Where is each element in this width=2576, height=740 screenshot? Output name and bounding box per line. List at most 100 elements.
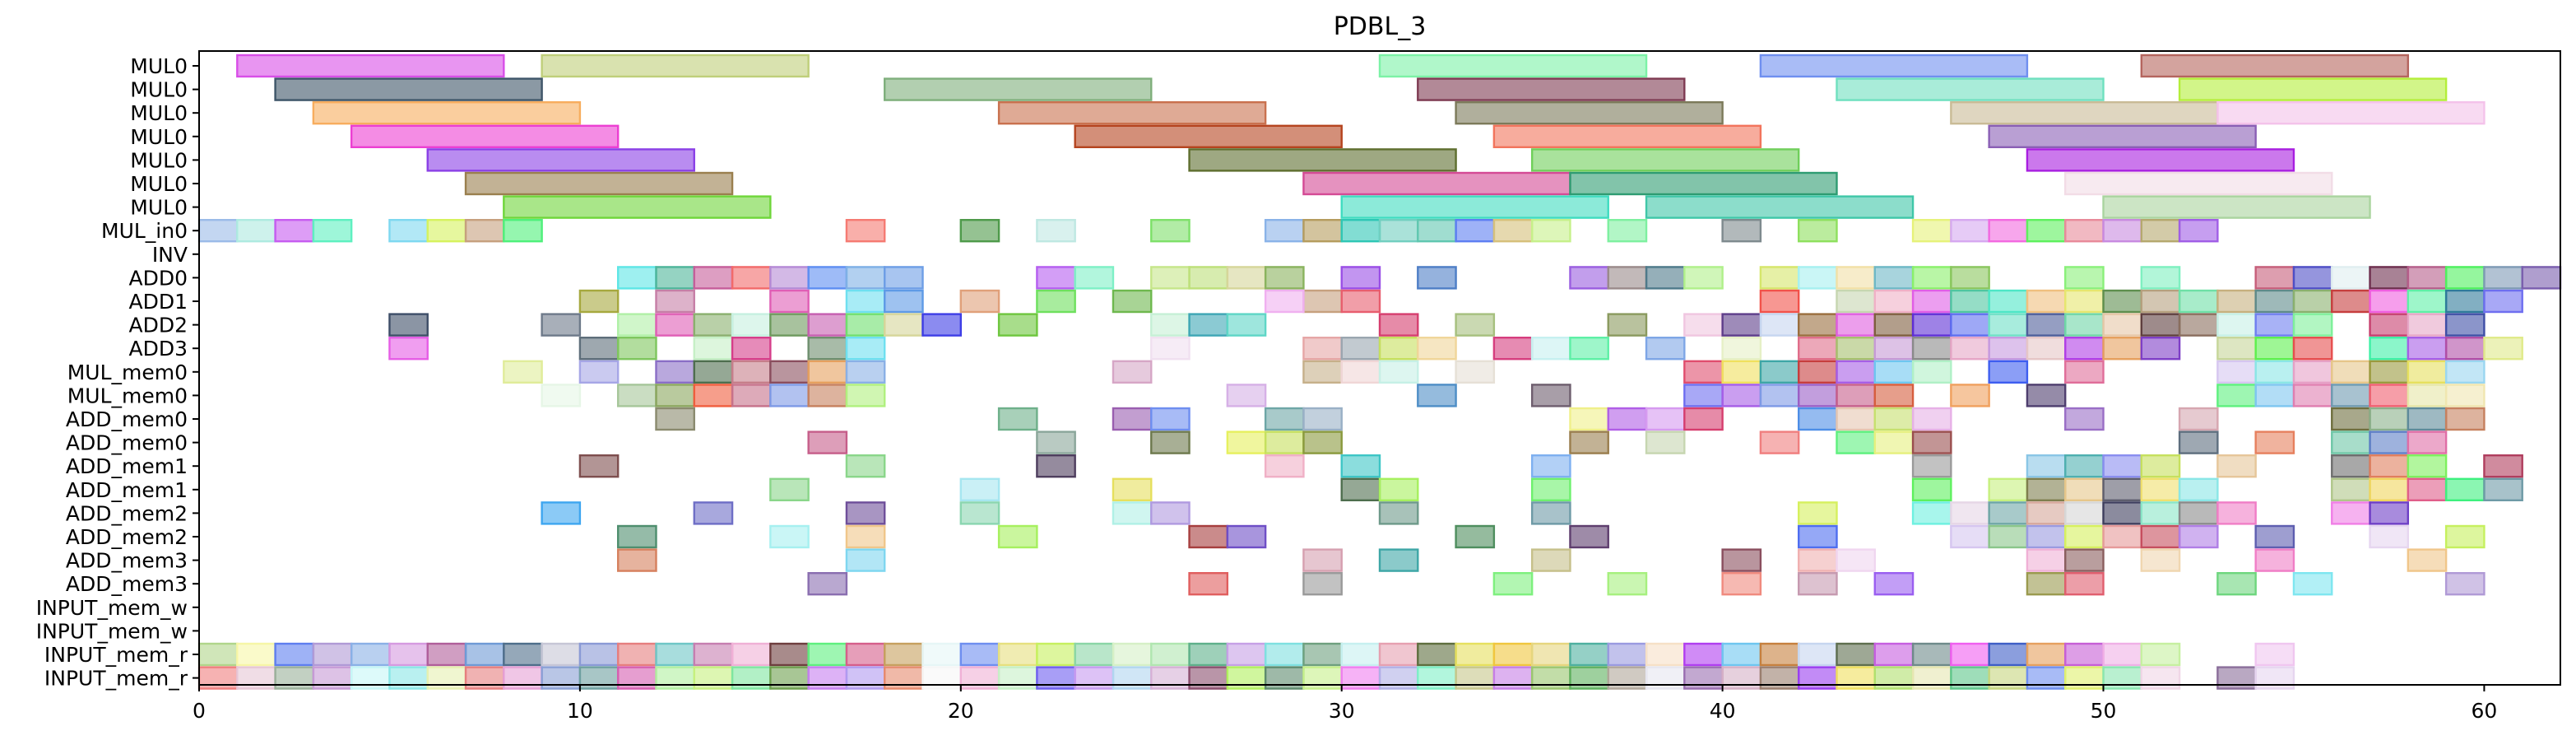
interval-bar — [2140, 337, 2181, 361]
interval-bar — [2140, 454, 2181, 478]
interval-bar — [2331, 266, 2371, 290]
interval-bar — [1150, 219, 1191, 243]
interval-bar — [731, 384, 772, 407]
interval-bar — [1873, 572, 1915, 596]
interval-bar — [464, 171, 734, 196]
interval-bar — [1417, 384, 1457, 407]
interval-bar — [1836, 407, 1876, 431]
interval-bar — [2102, 195, 2371, 219]
interval-bar — [1797, 501, 1838, 525]
interval-bar — [1455, 360, 1496, 384]
interval-bar — [578, 454, 620, 478]
interval-bar — [2407, 548, 2448, 572]
interval-bar — [1797, 384, 1838, 407]
interval-bar — [1797, 572, 1838, 596]
interval-bar — [1911, 501, 1952, 525]
interval-bar — [1188, 148, 1457, 172]
interval-bar — [1036, 431, 1076, 454]
interval-bar — [1492, 337, 1534, 361]
interval-bar — [2407, 313, 2448, 337]
interval-bar — [2369, 313, 2410, 337]
interval-bar — [2178, 313, 2219, 337]
interval-bar — [2407, 289, 2448, 314]
interval-bar — [807, 642, 848, 667]
interval-bar — [1226, 313, 1267, 337]
interval-bar — [1836, 384, 1876, 407]
y-tick-label: ADD3 — [128, 337, 188, 361]
interval-bar — [845, 548, 886, 572]
interval-bar — [1530, 548, 1571, 572]
interval-bar — [2331, 384, 2371, 407]
interval-bar — [655, 313, 695, 337]
interval-bar — [1759, 360, 1800, 384]
interval-bar — [1836, 313, 1876, 337]
interval-bar — [2216, 360, 2257, 384]
interval-bar — [1340, 289, 1381, 314]
interval-bar — [1873, 337, 1915, 361]
interval-bar — [1074, 642, 1115, 667]
interval-bar — [2292, 289, 2333, 314]
interval-bar — [1302, 572, 1343, 596]
interval-bar — [578, 642, 620, 667]
interval-bar — [2216, 337, 2257, 361]
interval-bar — [1417, 266, 1457, 290]
interval-bar — [2331, 454, 2371, 478]
interval-bar — [2064, 477, 2105, 501]
interval-bar — [388, 219, 429, 243]
interval-bar — [541, 501, 582, 525]
interval-bar — [2140, 548, 2181, 572]
interval-bar — [1530, 384, 1571, 407]
interval-bar — [2254, 642, 2295, 667]
interval-bar — [693, 360, 734, 384]
interval-bar — [2407, 477, 2448, 501]
interval-bar — [1836, 548, 1876, 572]
interval-bar — [655, 266, 695, 290]
interval-bar — [2369, 384, 2410, 407]
interval-bar — [2444, 337, 2485, 361]
interval-bar — [1112, 407, 1153, 431]
interval-bar — [2102, 219, 2143, 243]
interval-bar — [1683, 266, 1724, 290]
interval-bar — [1873, 266, 1915, 290]
interval-bar — [1836, 642, 1876, 667]
interval-bar — [693, 501, 734, 525]
interval-bar — [1378, 477, 1419, 501]
interval-bar — [2254, 548, 2295, 572]
interval-bar — [2102, 313, 2143, 337]
interval-bar — [1683, 384, 1724, 407]
interval-bar — [2178, 407, 2219, 431]
interval-bar — [693, 642, 734, 667]
y-tick-label: INPUT_mem_r — [44, 667, 188, 691]
interval-bar — [1950, 289, 1990, 314]
interval-bar — [2331, 431, 2371, 454]
interval-bar — [2064, 171, 2333, 196]
interval-bar — [1797, 642, 1838, 667]
interval-bar — [731, 266, 772, 290]
interval-bar — [1721, 360, 1762, 384]
interval-bar — [1873, 642, 1915, 667]
interval-bar — [426, 148, 695, 172]
interval-bar — [1950, 501, 1990, 525]
interval-bar — [1150, 407, 1191, 431]
interval-bar — [1759, 266, 1800, 290]
interval-bar — [503, 360, 543, 384]
interval-bar — [1569, 171, 1838, 196]
interval-bar — [1873, 384, 1915, 407]
interval-bar — [2178, 77, 2448, 101]
interval-bar — [1455, 100, 1724, 125]
interval-bar — [1340, 642, 1381, 667]
interval-bar — [1683, 407, 1724, 431]
interval-bar — [769, 289, 810, 314]
interval-bar — [503, 219, 543, 243]
interval-bar — [655, 384, 695, 407]
interval-bar — [845, 524, 886, 549]
interval-bar — [1607, 219, 1648, 243]
interval-bar — [1950, 642, 1990, 667]
interval-bar — [1683, 360, 1724, 384]
y-tick-label: MUL_in0 — [101, 219, 188, 243]
interval-bar — [1797, 360, 1838, 384]
interval-bar — [2064, 313, 2105, 337]
y-tick-label: INPUT_mem_w — [36, 619, 188, 643]
interval-bar — [1797, 337, 1838, 361]
interval-bar — [2064, 266, 2105, 290]
